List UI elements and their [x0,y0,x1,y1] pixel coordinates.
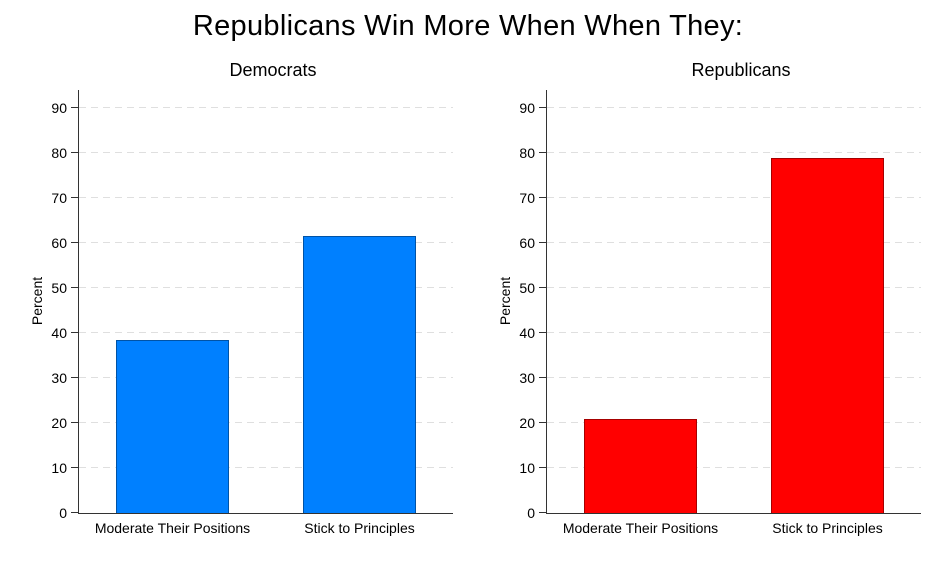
y-tick-mark-60 [71,242,78,243]
y-tick-label-30: 30 [51,370,67,386]
y-tick-mark-40 [71,332,78,333]
y-tick-label-70: 70 [519,190,535,206]
gridline-30 [547,377,921,378]
y-tick-mark-0 [71,512,78,513]
bar-moderate-their-positions [116,339,229,513]
y-tick-label-90: 90 [519,100,535,116]
plot-area-republicans: 0 10 20 30 40 50 60 70 80 90 Moderate Their Positi… [519,90,921,536]
y-tick-label-20: 20 [519,415,535,431]
gridline-90 [79,107,453,108]
gridline-10 [547,467,921,468]
y-tick-mark-40 [539,332,546,333]
y-tick-label-50: 50 [519,280,535,296]
chart-panels: Democrats Percent 0 10 20 30 40 50 60 70 80 90 Mod… [0,58,936,556]
plot-area-democrats: 0 10 20 30 40 50 60 70 80 90 Moderate Their Positi… [51,90,453,536]
y-tick-mark-80 [539,152,546,153]
bar-stick-to-principles [303,236,416,513]
figure-title: Republicans Win More When When They: [192,10,744,42]
gridline-50 [547,287,921,288]
panel-title-democrats: Democrats [229,60,317,80]
gridline-80 [79,152,453,153]
gridline-30 [79,377,453,378]
y-tick-label-30: 30 [519,370,535,386]
y-tick-mark-60 [539,242,546,243]
y-tick-label-40: 40 [519,325,535,341]
panel-democrats: Democrats Percent 0 10 20 30 40 50 60 70 80 90 Mod… [0,58,468,556]
y-tick-mark-70 [539,197,546,198]
y-tick-mark-20 [71,422,78,423]
y-tick-label-60: 60 [51,235,67,251]
gridline-60 [79,242,453,243]
y-tick-label-0: 0 [59,505,67,521]
gridline-50 [79,287,453,288]
category-label-moderate-their-positions: Moderate Their Positions [94,520,251,536]
bar-moderate-their-positions [584,418,697,513]
panel-title-republicans: Republicans [691,60,791,80]
category-label-stick-to-principles: Stick to Principles [772,520,883,536]
y-tick-mark-90 [539,107,546,108]
gridline-10 [79,467,453,468]
y-tick-mark-70 [71,197,78,198]
gridline-40 [79,332,453,333]
y-tick-mark-30 [539,377,546,378]
y-tick-mark-10 [71,467,78,468]
gridline-20 [547,422,921,423]
gridline-80 [547,152,921,153]
y-tick-mark-80 [71,152,78,153]
y-tick-label-90: 90 [51,100,67,116]
gridline-20 [79,422,453,423]
y-tick-mark-10 [539,467,546,468]
y-tick-mark-90 [71,107,78,108]
gridline-40 [547,332,921,333]
y-tick-label-10: 10 [519,460,535,476]
y-tick-label-0: 0 [527,505,535,521]
gridline-60 [547,242,921,243]
y-tick-label-10: 10 [51,460,67,476]
bar-stick-to-principles [771,157,884,513]
y-tick-label-40: 40 [51,325,67,341]
y-tick-mark-0 [539,512,546,513]
panel-republicans: Republicans Percent 0 10 20 30 40 50 60 70 80 90 M… [468,58,936,556]
y-tick-label-70: 70 [51,190,67,206]
y-tick-label-80: 80 [519,145,535,161]
y-tick-mark-50 [71,287,78,288]
y-tick-label-50: 50 [51,280,67,296]
y-tick-mark-20 [539,422,546,423]
y-tick-mark-50 [539,287,546,288]
category-label-stick-to-principles: Stick to Principles [304,520,415,536]
category-label-moderate-their-positions: Moderate Their Positions [562,520,719,536]
gridline-90 [547,107,921,108]
gridline-70 [79,197,453,198]
y-tick-label-20: 20 [51,415,67,431]
gridline-70 [547,197,921,198]
y-tick-label-60: 60 [519,235,535,251]
y-tick-label-80: 80 [51,145,67,161]
y-tick-mark-30 [71,377,78,378]
